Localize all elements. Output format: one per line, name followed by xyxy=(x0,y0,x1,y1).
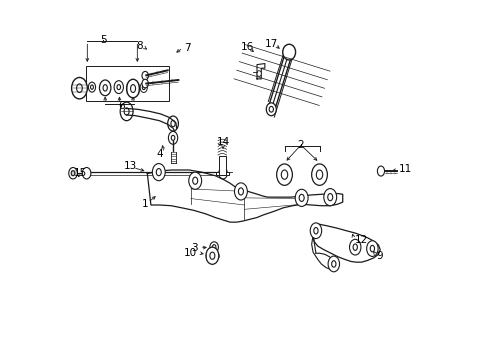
Ellipse shape xyxy=(323,189,336,206)
Ellipse shape xyxy=(167,116,178,131)
Ellipse shape xyxy=(309,223,321,239)
Ellipse shape xyxy=(238,188,243,195)
Ellipse shape xyxy=(99,80,111,96)
Ellipse shape xyxy=(352,244,357,250)
Ellipse shape xyxy=(168,131,177,144)
Ellipse shape xyxy=(140,82,147,93)
Text: 16: 16 xyxy=(240,42,253,52)
Ellipse shape xyxy=(212,245,216,249)
Text: 4: 4 xyxy=(156,149,163,159)
Ellipse shape xyxy=(130,85,135,93)
Ellipse shape xyxy=(142,79,148,88)
Ellipse shape xyxy=(152,163,165,181)
Text: 12: 12 xyxy=(354,235,367,245)
Ellipse shape xyxy=(327,194,332,201)
Ellipse shape xyxy=(311,164,326,185)
Ellipse shape xyxy=(142,85,145,90)
Ellipse shape xyxy=(114,81,123,94)
Ellipse shape xyxy=(209,242,218,252)
Ellipse shape xyxy=(276,164,292,185)
Bar xyxy=(218,156,225,175)
Ellipse shape xyxy=(103,85,107,91)
Ellipse shape xyxy=(117,85,121,90)
Text: 9: 9 xyxy=(376,251,383,261)
Ellipse shape xyxy=(156,168,161,176)
Ellipse shape xyxy=(299,194,304,202)
Ellipse shape xyxy=(316,170,322,179)
Text: 3: 3 xyxy=(191,243,198,253)
Ellipse shape xyxy=(82,167,91,179)
Ellipse shape xyxy=(192,177,197,184)
Bar xyxy=(85,66,169,102)
Ellipse shape xyxy=(295,189,307,206)
Text: 7: 7 xyxy=(184,43,191,53)
Ellipse shape xyxy=(209,252,214,259)
Ellipse shape xyxy=(69,167,77,179)
Text: 8: 8 xyxy=(136,41,143,51)
Text: 15: 15 xyxy=(73,168,87,178)
Ellipse shape xyxy=(369,246,374,252)
Ellipse shape xyxy=(313,228,317,234)
Ellipse shape xyxy=(71,77,87,99)
Text: 1: 1 xyxy=(142,199,148,209)
Ellipse shape xyxy=(88,82,95,92)
Text: 11: 11 xyxy=(398,164,411,174)
Ellipse shape xyxy=(282,44,295,60)
Ellipse shape xyxy=(124,108,129,115)
Text: 5: 5 xyxy=(100,35,106,45)
Ellipse shape xyxy=(71,171,75,176)
Ellipse shape xyxy=(188,172,201,189)
Ellipse shape xyxy=(218,167,227,179)
Ellipse shape xyxy=(366,241,377,256)
Ellipse shape xyxy=(349,239,360,255)
Bar xyxy=(216,172,228,175)
Ellipse shape xyxy=(77,84,82,93)
Ellipse shape xyxy=(331,261,335,267)
Ellipse shape xyxy=(377,166,384,176)
Text: 6: 6 xyxy=(118,102,124,111)
Ellipse shape xyxy=(142,71,148,80)
Ellipse shape xyxy=(171,135,175,140)
Text: 2: 2 xyxy=(297,140,304,150)
Text: 13: 13 xyxy=(124,161,137,171)
Ellipse shape xyxy=(120,102,133,121)
Ellipse shape xyxy=(234,183,247,200)
Ellipse shape xyxy=(266,103,276,116)
Text: 10: 10 xyxy=(184,248,197,258)
Ellipse shape xyxy=(327,256,339,272)
Ellipse shape xyxy=(257,71,261,76)
Text: 17: 17 xyxy=(264,39,277,49)
Ellipse shape xyxy=(171,120,175,127)
Ellipse shape xyxy=(90,85,93,89)
Ellipse shape xyxy=(268,107,273,112)
Ellipse shape xyxy=(205,247,218,264)
Ellipse shape xyxy=(126,79,139,98)
Text: 14: 14 xyxy=(216,138,229,148)
Ellipse shape xyxy=(281,170,287,179)
